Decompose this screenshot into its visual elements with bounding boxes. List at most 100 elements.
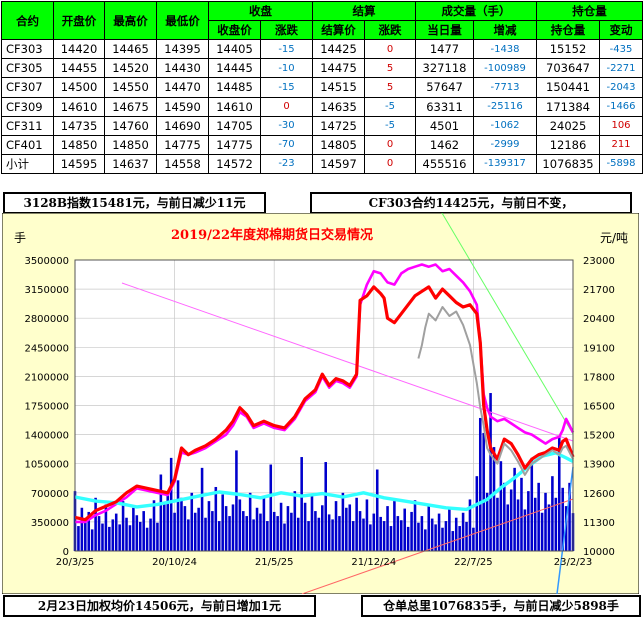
volume-bar: [90, 529, 94, 551]
volume-bar: [441, 527, 444, 551]
table-cell: 14470: [156, 77, 209, 98]
table-cell: CF305: [1, 58, 54, 79]
table-cell: 5: [364, 77, 416, 98]
volume-bar: [169, 457, 173, 551]
volume-bar: [314, 511, 317, 551]
volume-bar: [379, 516, 382, 551]
contract-note: CF303合约14425元，与前日不变，: [310, 192, 632, 214]
volume-bar: [145, 527, 149, 551]
left-tick-label: 2450000: [24, 343, 69, 354]
table-cell: -70: [260, 134, 313, 155]
col-high: 最高价: [104, 0, 157, 41]
trend-line-magenta: [121, 282, 574, 442]
volume-bar: [300, 457, 303, 551]
right-tick-label: 21700: [583, 285, 615, 296]
table-cell: -2999: [473, 134, 537, 155]
volume-bar: [221, 494, 224, 551]
table-cell: 57647: [415, 77, 474, 98]
table-row: CF303 14420 14465 14395 14405 -15 14425 0 1477 -1…: [1, 39, 643, 60]
table-cell: 14775: [208, 134, 261, 155]
volume-bar: [448, 507, 451, 551]
volume-bar: [176, 480, 180, 551]
table-cell: 14558: [156, 153, 209, 175]
volume-bars: [73, 393, 575, 551]
table-cell: 14705: [208, 115, 261, 136]
right-tick-label: 11300: [583, 518, 615, 529]
volume-bar: [290, 512, 293, 551]
volume-bar: [437, 513, 441, 551]
volume-bar: [293, 491, 297, 551]
trading-chart: 2019/22年度郑棉期货日交易情况 手 元/吨 0 350000 700000 10…: [2, 213, 639, 594]
trend-line-red: [301, 498, 574, 594]
volume-bar: [547, 504, 551, 551]
table-cell: -23: [260, 153, 313, 175]
volume-bar: [187, 519, 190, 551]
table-cell: 14485: [208, 77, 261, 98]
volume-bar: [94, 497, 97, 551]
volume-bar: [461, 512, 465, 551]
x-tick-label: 20/3/25: [56, 557, 95, 568]
table-cell: 0: [364, 134, 416, 155]
x-tick-label: 20/10/24: [152, 557, 197, 568]
volume-bar: [87, 511, 91, 551]
volume-bar: [434, 524, 437, 551]
x-tick-label: 21/5/25: [255, 557, 294, 568]
volume-bar: [166, 491, 170, 551]
volume-bar: [513, 467, 516, 551]
volume-bar: [149, 518, 152, 551]
table-cell: 14635: [312, 96, 365, 117]
table-cell: 14590: [156, 96, 209, 117]
table-cell: -7713: [473, 77, 537, 98]
table-cell: CF401: [1, 134, 54, 155]
chart-title: 2019/22年度郑棉期货日交易情况: [171, 227, 373, 243]
table-cell: 150441: [536, 77, 600, 98]
col-day-volume: 当日量: [415, 20, 474, 41]
table-row: CF311 14735 14760 14690 14705 -30 14725 -5 4501-…: [1, 115, 643, 136]
table-cell: 1076835: [536, 153, 600, 175]
volume-bar: [523, 509, 527, 551]
volume-bar: [224, 506, 228, 551]
volume-bar: [152, 500, 156, 551]
group-open-interest: 持仓量: [536, 0, 643, 22]
volume-bar: [403, 508, 406, 551]
volume-bar: [84, 519, 87, 551]
table-cell: CF309: [1, 96, 54, 117]
volume-bar: [389, 526, 393, 551]
volume-bar: [125, 517, 128, 551]
table-cell: -5898: [599, 153, 643, 175]
table-cell: 106: [599, 115, 643, 136]
table-cell: 703647: [536, 58, 600, 79]
volume-bar: [478, 417, 482, 551]
volume-bar: [503, 482, 506, 551]
series-line-price-red: [74, 285, 575, 522]
volume-bar: [355, 497, 358, 551]
volume-bar: [358, 511, 362, 551]
table-cell: -139317: [473, 153, 537, 175]
volume-bar: [506, 504, 510, 551]
volume-bar: [231, 504, 235, 551]
table-cell: 14595: [53, 153, 105, 175]
volume-bar: [163, 504, 166, 551]
volume-bar: [489, 393, 492, 551]
volume-bar: [492, 447, 496, 551]
volume-bar: [121, 501, 125, 551]
right-tick-label: 20400: [583, 314, 615, 325]
right-tick-label: 19100: [583, 343, 615, 354]
header-row-1: 合约 开盘价 最高价 最低价 收盘 结算 成交量（手） 持仓量: [1, 0, 643, 41]
volume-bar: [111, 519, 115, 551]
left-tick-label: 3150000: [24, 285, 69, 296]
col-oi-change: 变动: [599, 20, 643, 41]
warehouse-note: 仓单总里1076835手，与前日减少5898手: [361, 595, 641, 617]
table-cell: 14515: [312, 77, 365, 98]
volume-bar: [197, 507, 200, 551]
volume-bar: [283, 523, 286, 551]
col-close-price: 收盘价: [208, 20, 261, 41]
volume-bar: [255, 507, 259, 551]
volume-bar: [97, 516, 101, 551]
col-settle-change: 涨跌: [364, 20, 416, 41]
index-note: 3128B指数15481元，与前日减少11元: [3, 192, 266, 214]
table-cell: -1062: [473, 115, 537, 136]
volume-bar: [554, 497, 558, 551]
quote-table-body: CF303 14420 14465 14395 14405 -15 14425 0 1477 -1…: [1, 39, 643, 175]
volume-bar: [242, 511, 245, 551]
